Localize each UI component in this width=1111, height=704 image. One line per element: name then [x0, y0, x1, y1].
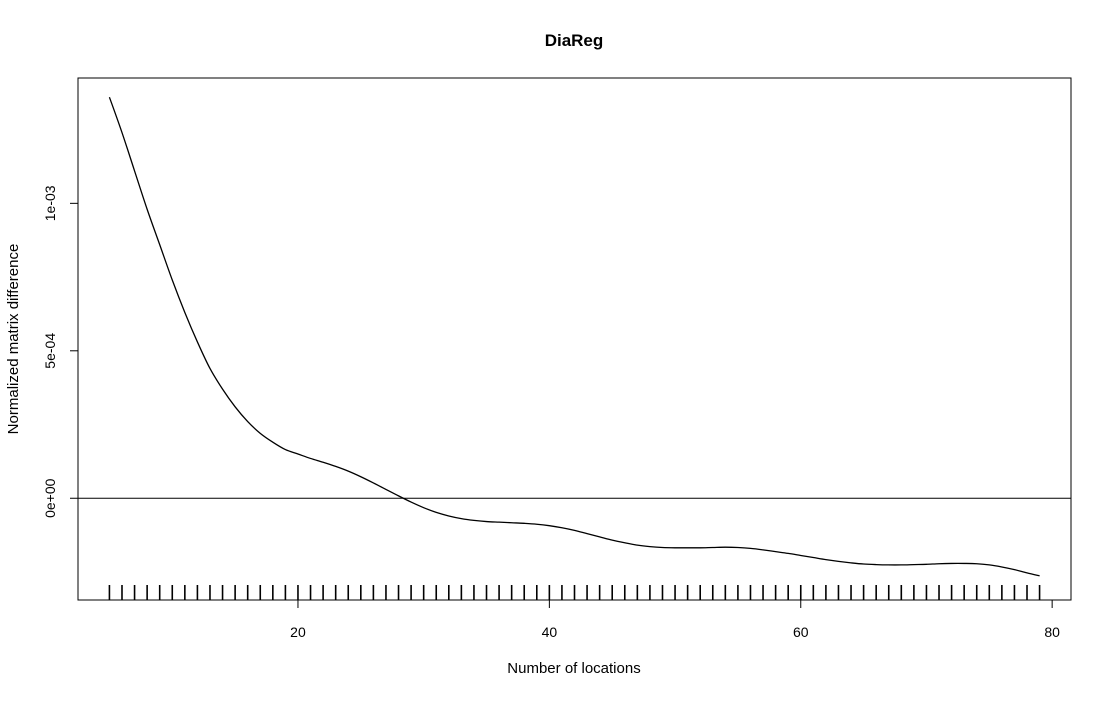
y-tick-label: 0e+00 [42, 478, 58, 518]
x-tick-label: 80 [1044, 624, 1060, 640]
x-tick-label: 20 [290, 624, 306, 640]
plot-frame [77, 77, 1072, 601]
rug-marks [108, 585, 1041, 600]
x-tick-label: 60 [793, 624, 809, 640]
x-axis: 20 40 60 80 [290, 599, 1060, 640]
y-tick-label: 5e-04 [42, 333, 58, 369]
y-tick-label: 1e-03 [42, 185, 58, 221]
x-tick-label: 40 [542, 624, 558, 640]
y-axis: 0e+00 5e-04 1e-03 [42, 185, 79, 518]
chart-title: DiaReg [545, 31, 604, 50]
series-line [108, 96, 1040, 577]
y-axis-label: Normalized matrix difference [5, 244, 22, 435]
x-axis-label: Number of locations [507, 660, 640, 677]
